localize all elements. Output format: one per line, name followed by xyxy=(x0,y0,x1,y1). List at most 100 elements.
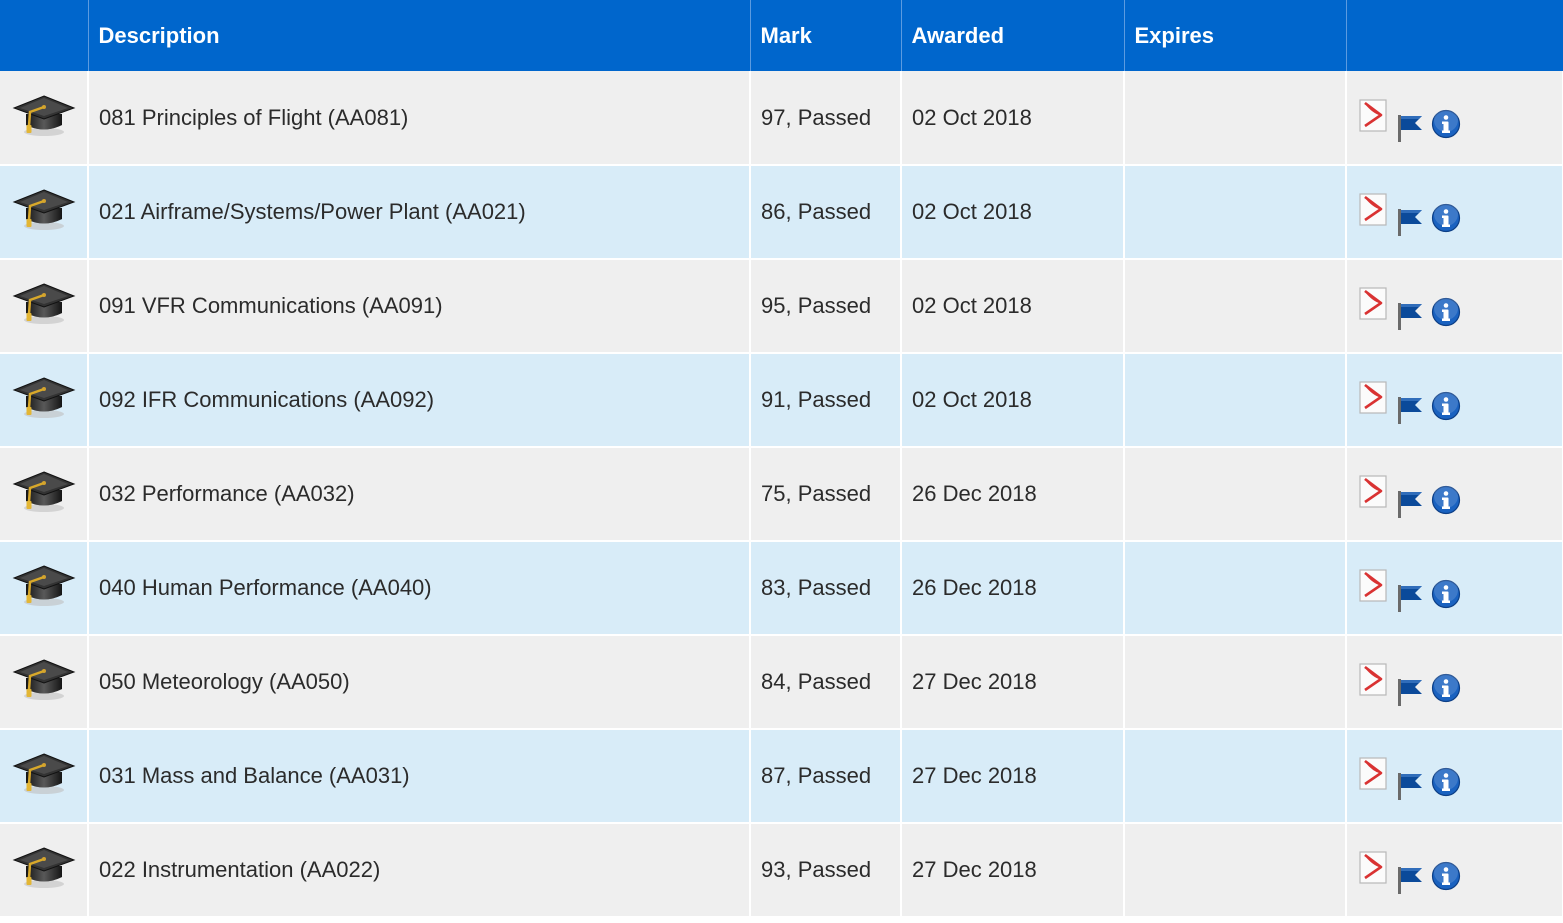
cell-description: 050 Meteorology (AA050) xyxy=(88,635,751,730)
cell-mark: 95, Passed xyxy=(750,259,902,354)
graduation-cap-icon xyxy=(12,471,75,512)
graduation-cap-icon xyxy=(12,565,75,606)
graduation-cap-icon xyxy=(12,283,75,324)
row-icon-cell xyxy=(0,353,89,448)
graduation-cap-icon xyxy=(12,377,75,418)
actions-group xyxy=(1359,657,1552,707)
cell-description: 091 VFR Communications (AA091) xyxy=(88,259,751,354)
cell-expires xyxy=(1124,541,1347,636)
cell-expires xyxy=(1124,71,1347,166)
info-icon[interactable] xyxy=(1431,861,1461,891)
table-row: 091 VFR Communications (AA091) 95, Passe… xyxy=(0,259,1563,354)
actions-group xyxy=(1359,469,1552,519)
info-icon[interactable] xyxy=(1431,297,1461,327)
table-row: 031 Mass and Balance (AA031) 87, Passed … xyxy=(0,729,1563,824)
flag-icon[interactable] xyxy=(1395,393,1425,425)
header-description[interactable]: Description xyxy=(88,0,751,71)
pdf-icon[interactable] xyxy=(1359,381,1389,415)
cell-expires xyxy=(1124,635,1347,730)
table-header: Description Mark Awarded Expires xyxy=(0,0,1563,71)
row-icon-cell xyxy=(0,635,89,730)
pdf-icon[interactable] xyxy=(1359,757,1389,791)
header-row: Description Mark Awarded Expires xyxy=(0,0,1563,71)
info-icon[interactable] xyxy=(1431,485,1461,515)
flag-icon[interactable] xyxy=(1395,769,1425,801)
graduation-cap-icon xyxy=(12,659,75,700)
pdf-icon[interactable] xyxy=(1359,851,1389,885)
cell-awarded: 26 Dec 2018 xyxy=(901,541,1125,636)
row-actions xyxy=(1346,259,1563,354)
actions-group xyxy=(1359,845,1552,895)
row-icon-cell xyxy=(0,729,89,824)
row-actions xyxy=(1346,353,1563,448)
actions-group xyxy=(1359,563,1552,613)
header-awarded[interactable]: Awarded xyxy=(901,0,1125,71)
cell-description: 081 Principles of Flight (AA081) xyxy=(88,71,751,166)
row-icon-cell xyxy=(0,823,89,918)
pdf-icon[interactable] xyxy=(1359,193,1389,227)
actions-group xyxy=(1359,751,1552,801)
pdf-icon[interactable] xyxy=(1359,287,1389,321)
cell-mark: 75, Passed xyxy=(750,447,902,542)
table-body: 081 Principles of Flight (AA081) 97, Pas… xyxy=(0,71,1563,918)
row-actions xyxy=(1346,823,1563,918)
flag-icon[interactable] xyxy=(1395,581,1425,613)
pdf-icon[interactable] xyxy=(1359,475,1389,509)
actions-group xyxy=(1359,187,1552,237)
table-row: 022 Instrumentation (AA022) 93, Passed 2… xyxy=(0,823,1563,918)
cell-awarded: 02 Oct 2018 xyxy=(901,165,1125,260)
pdf-icon[interactable] xyxy=(1359,569,1389,603)
cell-description: 032 Performance (AA032) xyxy=(88,447,751,542)
cell-mark: 91, Passed xyxy=(750,353,902,448)
cell-description: 031 Mass and Balance (AA031) xyxy=(88,729,751,824)
info-icon[interactable] xyxy=(1431,391,1461,421)
table-row: 050 Meteorology (AA050) 84, Passed 27 De… xyxy=(0,635,1563,730)
flag-icon[interactable] xyxy=(1395,675,1425,707)
header-mark[interactable]: Mark xyxy=(750,0,902,71)
actions-group xyxy=(1359,93,1552,143)
graduation-cap-icon xyxy=(12,753,75,794)
cell-mark: 84, Passed xyxy=(750,635,902,730)
info-icon[interactable] xyxy=(1431,767,1461,797)
cell-expires xyxy=(1124,165,1347,260)
flag-icon[interactable] xyxy=(1395,111,1425,143)
cell-awarded: 02 Oct 2018 xyxy=(901,71,1125,166)
flag-icon[interactable] xyxy=(1395,487,1425,519)
info-icon[interactable] xyxy=(1431,108,1461,139)
cell-description: 021 Airframe/Systems/Power Plant (AA021) xyxy=(88,165,751,260)
row-actions xyxy=(1346,165,1563,260)
flag-icon[interactable] xyxy=(1395,863,1425,895)
cell-expires xyxy=(1124,823,1347,918)
row-icon-cell xyxy=(0,71,89,166)
pdf-icon[interactable] xyxy=(1359,663,1389,697)
graduation-cap-icon xyxy=(12,189,75,230)
info-icon[interactable] xyxy=(1431,673,1461,703)
table-row: 081 Principles of Flight (AA081) 97, Pas… xyxy=(0,71,1563,166)
cell-awarded: 02 Oct 2018 xyxy=(901,353,1125,448)
table-row: 021 Airframe/Systems/Power Plant (AA021)… xyxy=(0,165,1563,260)
cell-expires xyxy=(1124,353,1347,448)
row-actions xyxy=(1346,729,1563,824)
row-icon-cell xyxy=(0,447,89,542)
cell-expires xyxy=(1124,259,1347,354)
cell-awarded: 27 Dec 2018 xyxy=(901,729,1125,824)
header-actions xyxy=(1346,0,1563,71)
actions-group xyxy=(1359,281,1552,331)
flag-icon[interactable] xyxy=(1395,205,1425,237)
info-icon[interactable] xyxy=(1431,203,1461,233)
header-icon xyxy=(0,0,89,71)
cell-awarded: 26 Dec 2018 xyxy=(901,447,1125,542)
row-icon-cell xyxy=(0,259,89,354)
actions-group xyxy=(1359,375,1552,425)
pdf-icon[interactable] xyxy=(1359,98,1389,133)
cell-description: 040 Human Performance (AA040) xyxy=(88,541,751,636)
cell-mark: 97, Passed xyxy=(750,71,902,166)
header-expires[interactable]: Expires xyxy=(1124,0,1347,71)
cell-description: 092 IFR Communications (AA092) xyxy=(88,353,751,448)
flag-icon[interactable] xyxy=(1395,299,1425,331)
info-icon[interactable] xyxy=(1431,579,1461,609)
row-icon-cell xyxy=(0,165,89,260)
row-actions xyxy=(1346,71,1563,166)
row-icon-cell xyxy=(0,541,89,636)
